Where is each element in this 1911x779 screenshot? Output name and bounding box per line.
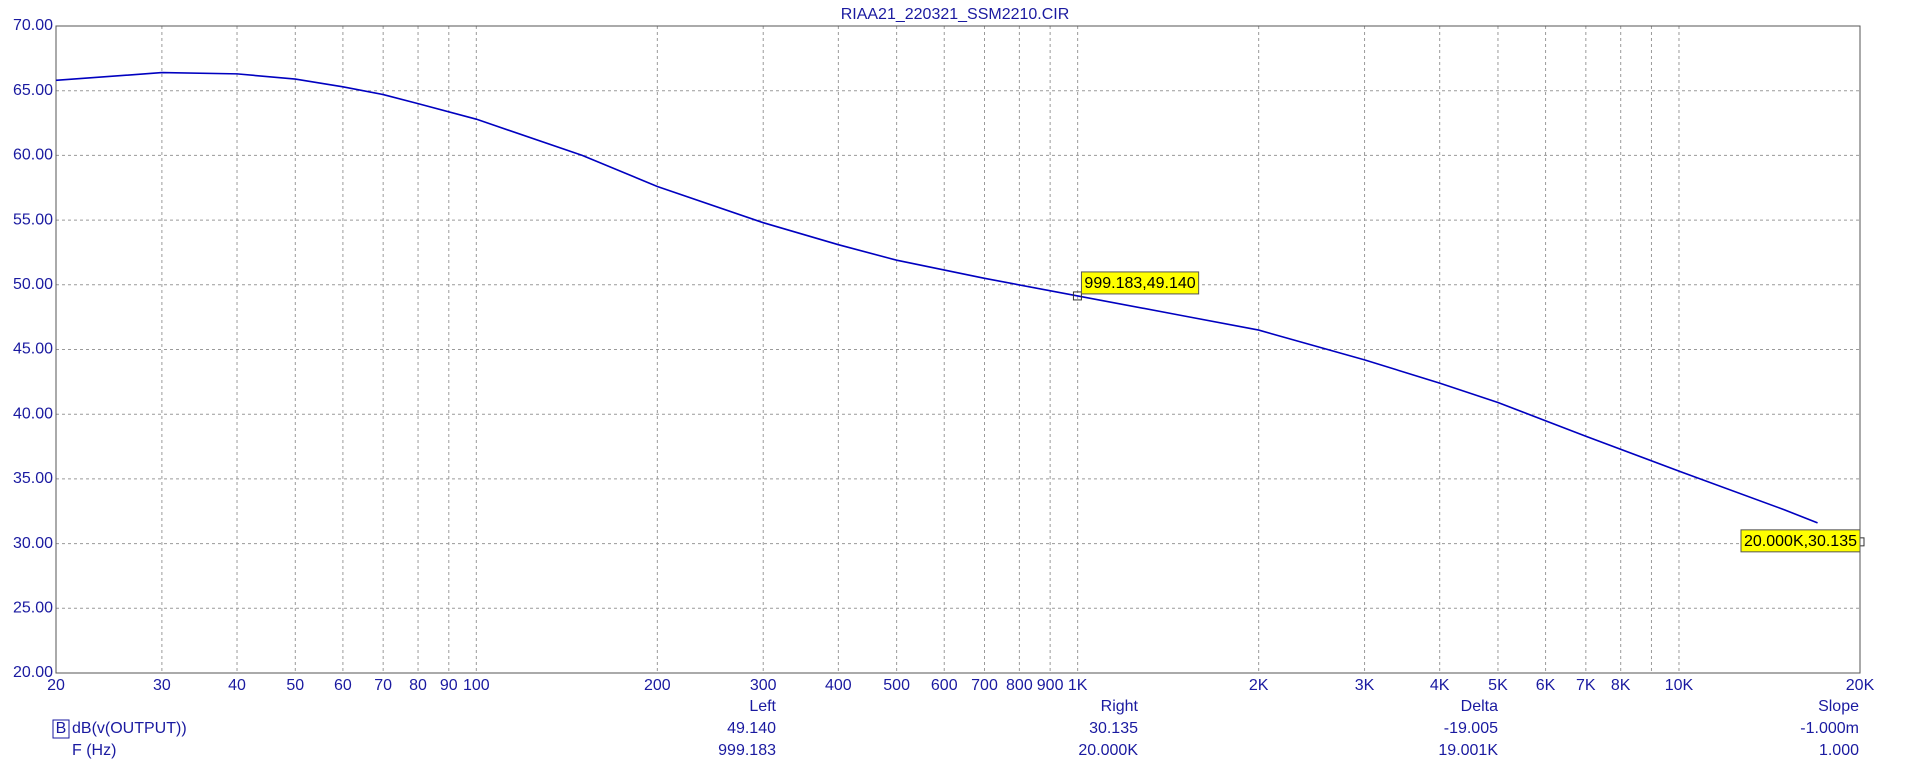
table-cell: 49.140 <box>727 720 776 737</box>
x-tick-label: 4K <box>1430 677 1450 694</box>
y-tick-label: 65.00 <box>13 82 53 99</box>
y-tick-label: 45.00 <box>13 341 53 358</box>
plot-frame <box>55 25 1861 674</box>
x-tick-label: 90 <box>440 677 458 694</box>
table-cell: 1.000 <box>1819 742 1859 759</box>
x-tick-label: 600 <box>931 677 958 694</box>
x-tick-label: 800 <box>1006 677 1033 694</box>
x-tick-label: 200 <box>644 677 671 694</box>
data-line <box>55 71 1818 524</box>
trace-marker: B <box>56 720 67 737</box>
cursor-marker <box>1072 291 1082 301</box>
x-tick-label: 300 <box>750 677 777 694</box>
table-column-header: Right <box>1101 698 1139 715</box>
y-tick-label: 30.00 <box>13 535 53 552</box>
x-tick-label: 50 <box>286 677 304 694</box>
x-tick-label: 40 <box>228 677 246 694</box>
x-tick-label: 3K <box>1355 677 1375 694</box>
x-tick-label: 400 <box>825 677 852 694</box>
y-tick-label: 20.00 <box>13 664 53 681</box>
table-cell: -1.000m <box>1800 720 1859 737</box>
x-tick-label: 2K <box>1249 677 1269 694</box>
x-tick-label: 60 <box>334 677 352 694</box>
table-row-label: dB(v(OUTPUT)) <box>72 720 187 737</box>
table-cell: 19.001K <box>1438 742 1498 759</box>
y-tick-label: 40.00 <box>13 405 53 422</box>
x-tick-label: 6K <box>1536 677 1556 694</box>
x-tick-label: 8K <box>1611 677 1631 694</box>
cursor-label-box <box>1080 271 1200 295</box>
x-tick-label: 1K <box>1068 677 1088 694</box>
x-tick-label: 500 <box>883 677 910 694</box>
cursor-label: 20.000K,30.135 <box>1744 533 1857 550</box>
table-cell: 20.000K <box>1078 742 1138 759</box>
table-column-header: Delta <box>1461 698 1498 715</box>
y-tick-label: 60.00 <box>13 147 53 164</box>
table-row-label: F (Hz) <box>72 742 116 759</box>
x-tick-label: 30 <box>153 677 171 694</box>
table-cell: -19.005 <box>1444 720 1498 737</box>
x-tick-label: 10K <box>1665 677 1694 694</box>
y-tick-label: 25.00 <box>13 600 53 617</box>
x-tick-label: 100 <box>463 677 490 694</box>
trace-marker-box <box>52 719 70 739</box>
y-tick-label: 55.00 <box>13 211 53 228</box>
chart-title: RIAA21_220321_SSM2210.CIR <box>841 6 1070 23</box>
cursor-label-box <box>1740 529 1861 553</box>
x-tick-label: 20 <box>47 677 65 694</box>
table-cell: 30.135 <box>1089 720 1138 737</box>
x-tick-label: 80 <box>409 677 427 694</box>
x-tick-label: 900 <box>1037 677 1064 694</box>
table-cell: 999.183 <box>718 742 776 759</box>
x-tick-label: 700 <box>971 677 998 694</box>
y-tick-label: 70.00 <box>13 17 53 34</box>
x-tick-label: 20K <box>1846 677 1875 694</box>
x-tick-label: 5K <box>1488 677 1508 694</box>
y-tick-label: 50.00 <box>13 276 53 293</box>
cursor-label: 999.183,49.140 <box>1084 275 1195 292</box>
x-tick-label: 7K <box>1576 677 1596 694</box>
x-tick-label: 70 <box>374 677 392 694</box>
y-tick-label: 35.00 <box>13 470 53 487</box>
table-column-header: Slope <box>1818 698 1859 715</box>
table-column-header: Left <box>749 698 776 715</box>
